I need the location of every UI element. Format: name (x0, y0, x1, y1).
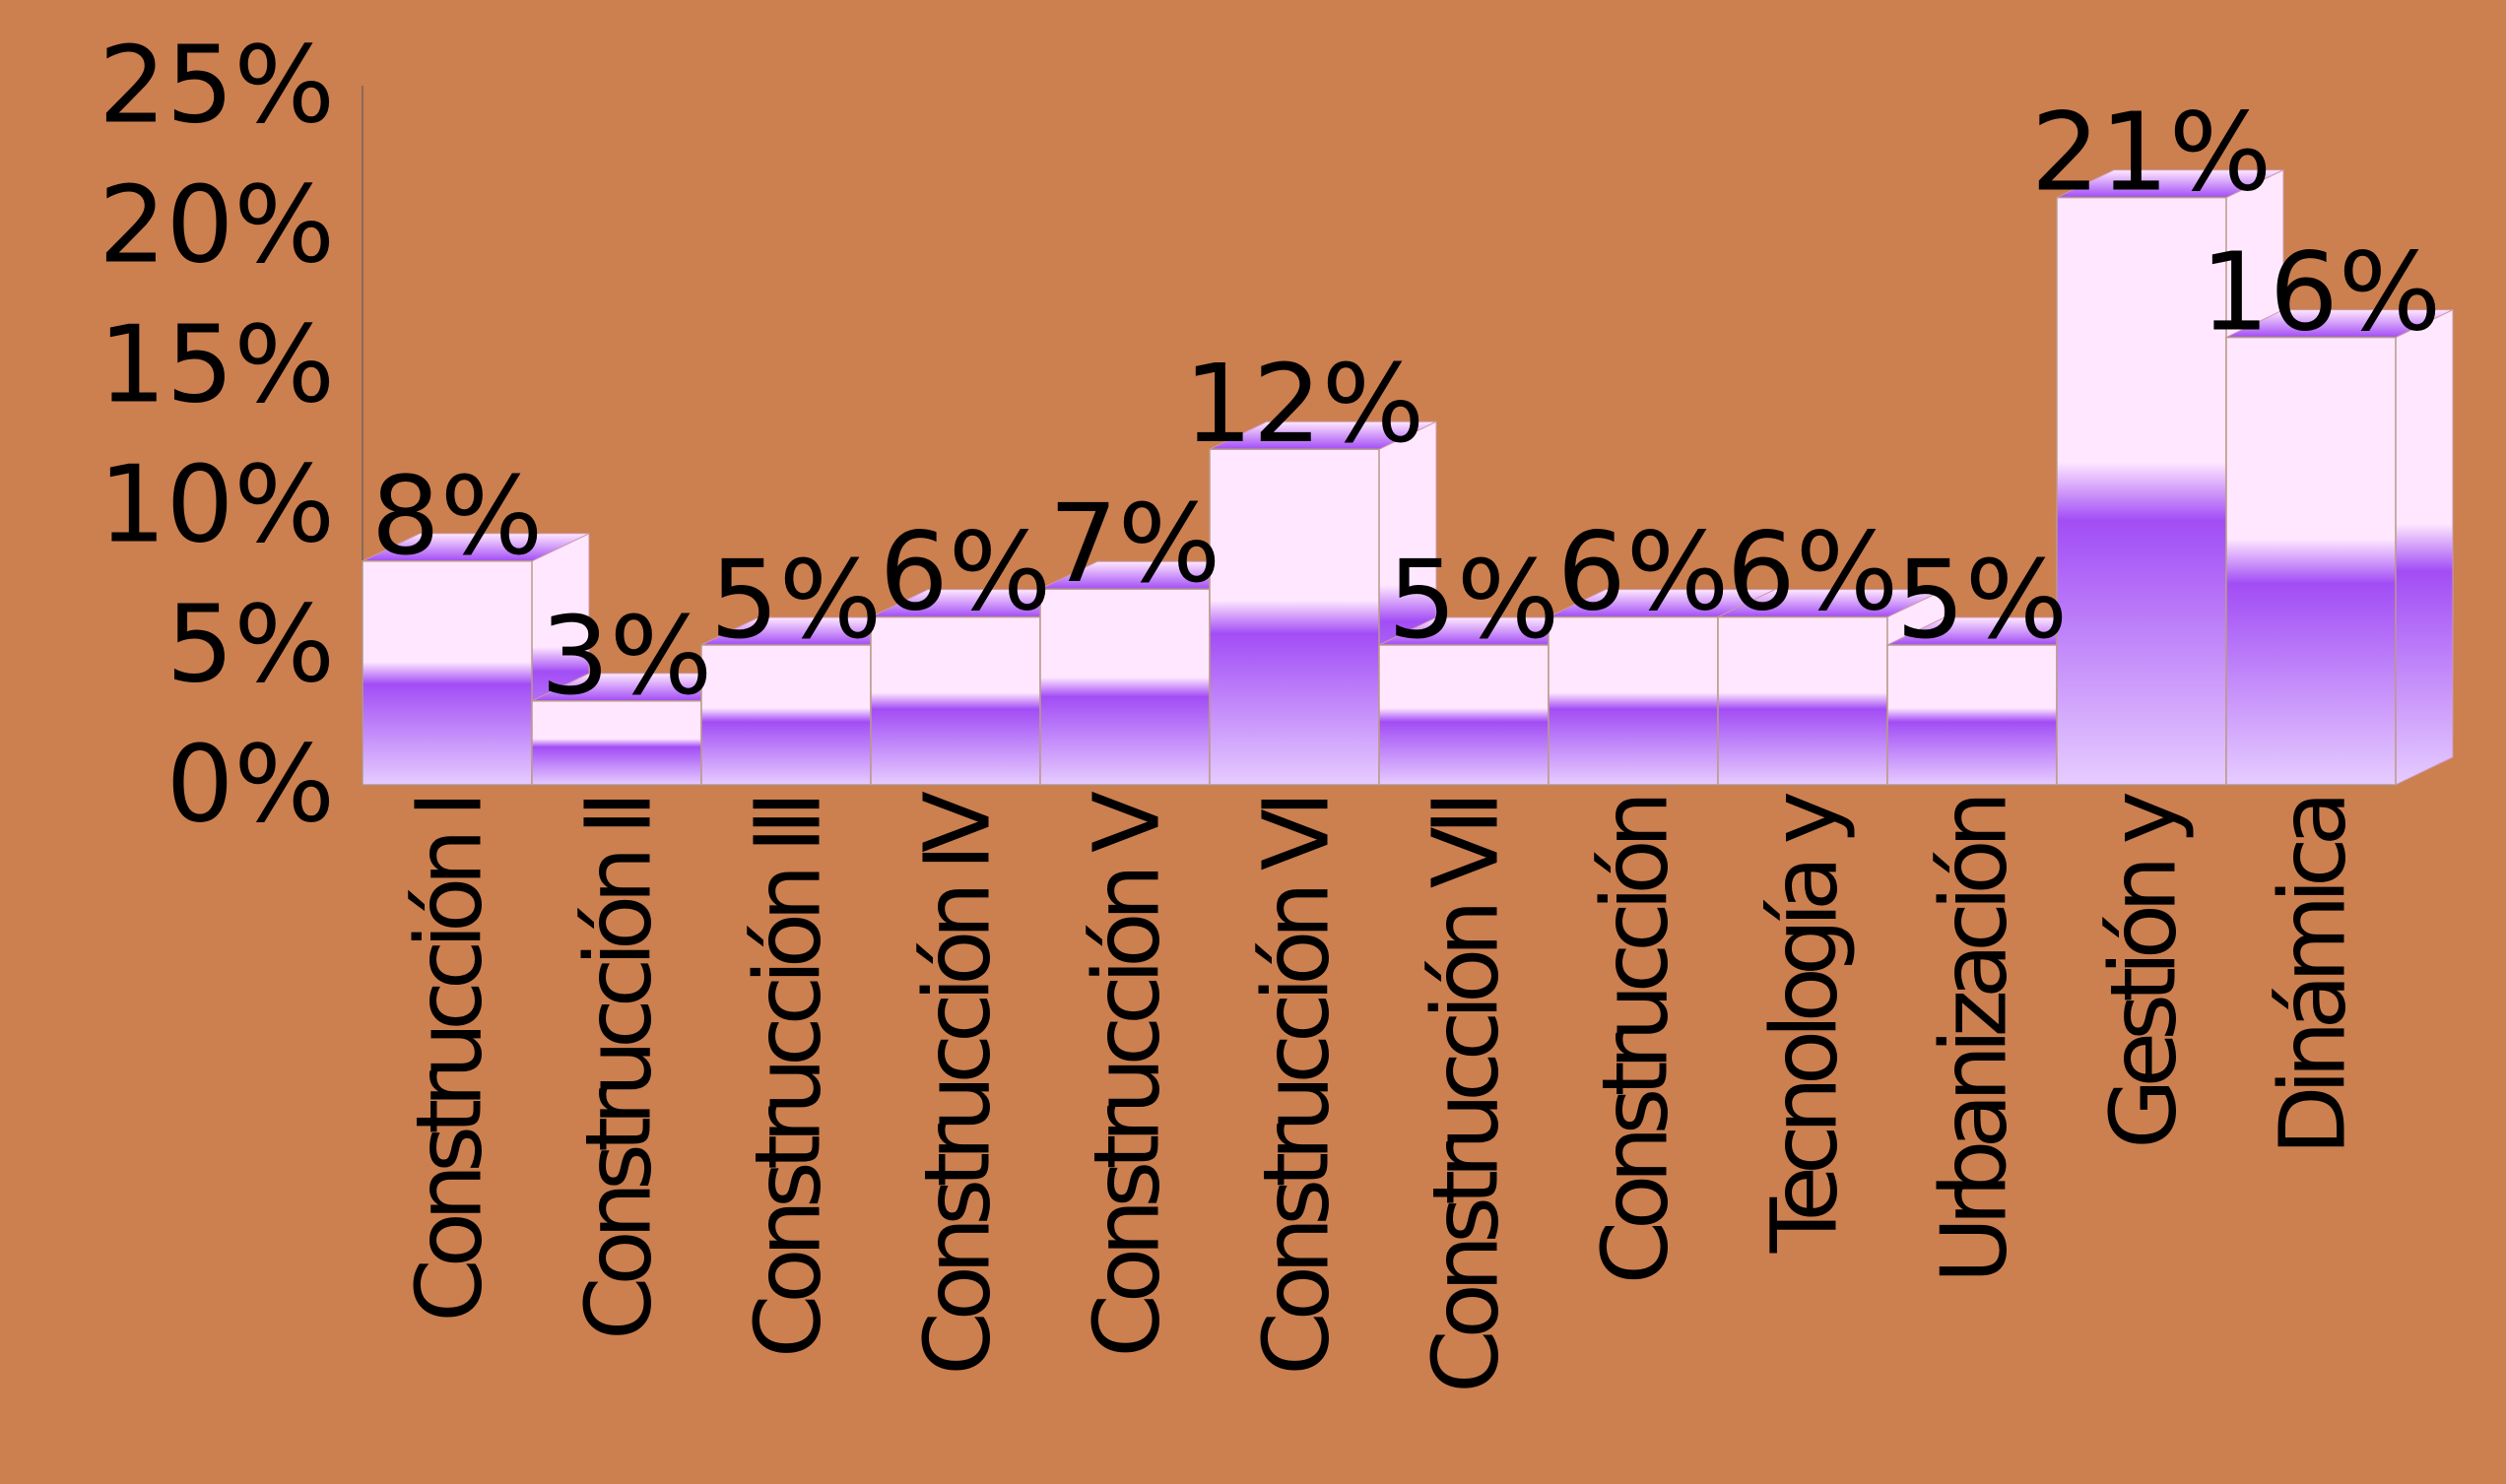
data-label: 7% (1049, 481, 1221, 607)
bar-front-face (1209, 448, 1380, 786)
bar-front-face (531, 700, 702, 786)
bar-front-face (1039, 588, 1211, 786)
bar (2225, 308, 2454, 786)
y-tick-label: 25% (99, 25, 335, 148)
y-tick-label: 10% (99, 444, 335, 567)
data-label: 6% (880, 509, 1052, 635)
x-tick-label: Construcción (1583, 798, 1688, 1284)
data-label: 12% (1184, 341, 1425, 467)
y-tick-label: 20% (99, 164, 335, 288)
bar-front-face (700, 644, 872, 786)
x-tick-label: Construcción III (736, 799, 841, 1358)
bar-side-face (2395, 308, 2454, 786)
bar-front-face (870, 615, 1041, 786)
y-tick-label: 15% (99, 304, 335, 427)
bar-front-face (2056, 196, 2227, 786)
data-label: 6% (1557, 509, 1730, 635)
x-tick-label: Construcción IV (905, 791, 1011, 1376)
bar-front-face (1717, 615, 1888, 786)
x-tick-label: Dinámica (2261, 798, 2366, 1155)
data-label: 5% (1388, 537, 1560, 663)
bar-front-face (1378, 644, 1550, 786)
x-tick-label: Construcción VII (1414, 799, 1519, 1393)
data-label: 5% (710, 537, 883, 663)
x-tick-label: Gestión y (2091, 793, 2197, 1148)
y-tick-label: 5% (166, 584, 335, 707)
x-tick-label: Construcción VI (1244, 799, 1350, 1375)
x-tick-label: Construcción V (1075, 791, 1180, 1358)
bar-front-face (2225, 336, 2397, 786)
x-tick-label: Construcción II (566, 799, 672, 1340)
y-tick-label: 0% (166, 724, 335, 847)
data-label: 21% (2031, 90, 2273, 216)
data-label: 16% (2201, 229, 2442, 355)
data-label: 8% (371, 453, 544, 579)
bar-front-face (1886, 644, 2058, 786)
data-label: 6% (1727, 509, 1899, 635)
data-label: 5% (1896, 537, 2069, 663)
bar-front-face (362, 560, 533, 786)
x-tick-label: Tecnología y (1752, 793, 1858, 1254)
x-tick-label: Urbanización (1922, 798, 2027, 1283)
bar-front-face (1548, 615, 1719, 786)
data-label: 3% (541, 593, 713, 719)
x-tick-label: Construcción I (397, 799, 502, 1323)
